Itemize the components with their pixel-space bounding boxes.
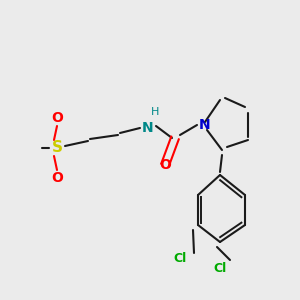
Text: O: O [51,111,63,125]
Text: N: N [199,118,211,132]
Text: Cl: Cl [173,251,187,265]
Text: O: O [159,158,171,172]
Text: S: S [52,140,62,155]
Text: N: N [142,121,154,135]
Text: H: H [151,107,159,117]
Text: Cl: Cl [213,262,226,275]
Text: S: S [25,147,26,148]
Text: O: O [51,171,63,185]
